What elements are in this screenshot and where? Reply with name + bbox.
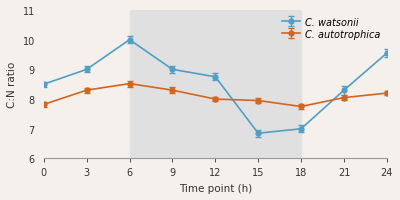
X-axis label: Time point (h): Time point (h) bbox=[179, 183, 252, 193]
Bar bbox=[130, 11, 301, 159]
Y-axis label: C:N ratio: C:N ratio bbox=[7, 62, 17, 108]
Legend: C. watsonii, C. autotrophica: C. watsonii, C. autotrophica bbox=[280, 16, 382, 41]
